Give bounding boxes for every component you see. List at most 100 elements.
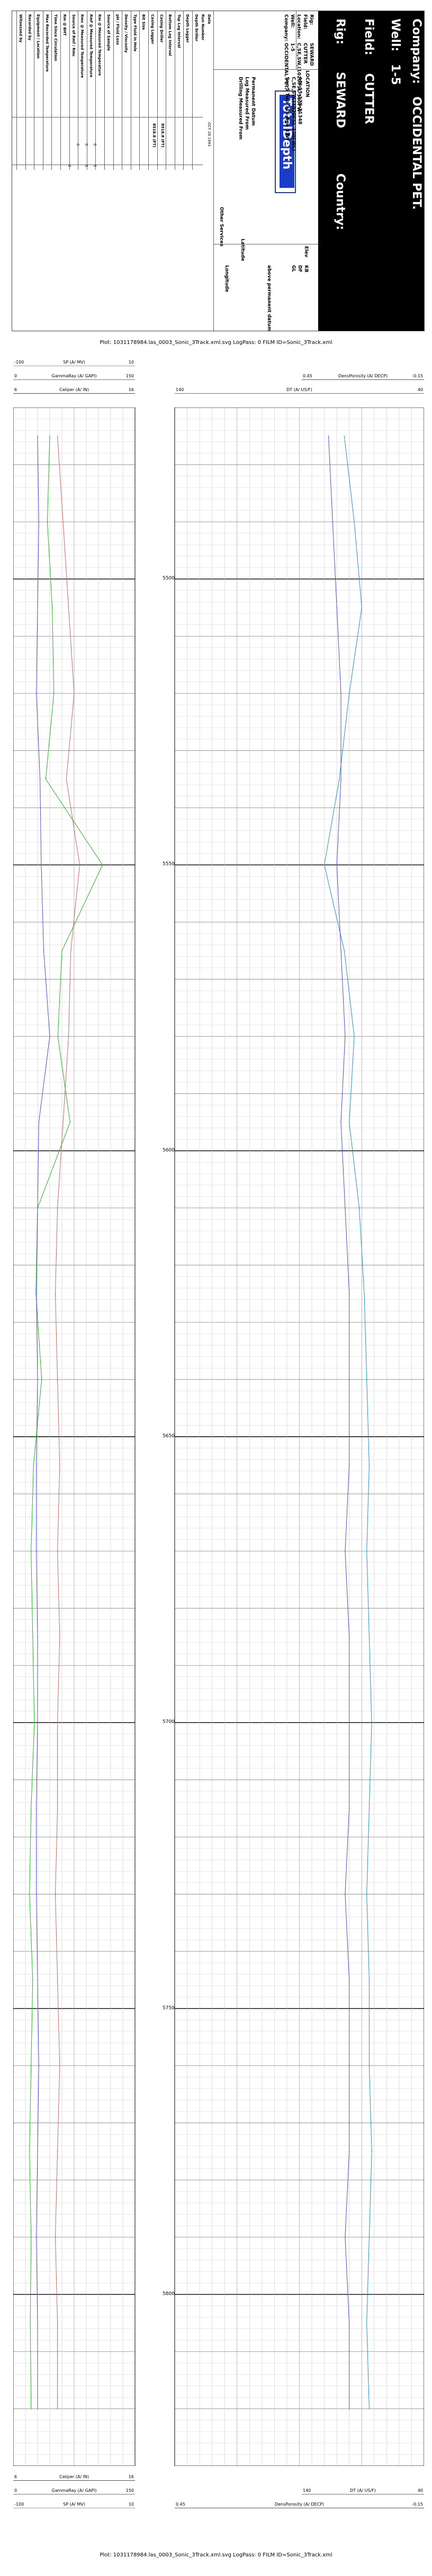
curve-point-caliper bbox=[37, 2323, 38, 2324]
curve-point-sp bbox=[79, 864, 80, 866]
scale-bar bbox=[13, 2480, 135, 2481]
scale-name: SP (A/ MV) bbox=[63, 360, 85, 365]
datum-label: Permanent Datum bbox=[250, 77, 256, 126]
well-value: 1-5 bbox=[389, 64, 402, 85]
curve-point-caliper bbox=[35, 2237, 37, 2238]
curve-point-sp bbox=[66, 778, 67, 780]
curve-point-densporosity bbox=[336, 864, 337, 866]
table-value: 8518.8 (FT) bbox=[152, 123, 156, 148]
scale-max: 150 bbox=[125, 374, 134, 378]
log-header: Company: OCCIDENTAL PET. Well: 1-5 Field… bbox=[12, 11, 425, 331]
curve-point-densporosity bbox=[348, 2323, 350, 2324]
scale-max: 10 bbox=[128, 360, 134, 365]
curve-point-caliper bbox=[37, 1722, 38, 1724]
summary-label: Rig: bbox=[309, 14, 314, 25]
curve-point-densporosity bbox=[340, 693, 341, 694]
scale-name: DT (A/ US/F) bbox=[350, 2488, 376, 2493]
curve-point-gammaray bbox=[69, 1121, 71, 1123]
location-title: LOCATION bbox=[304, 70, 310, 97]
curve-point-dt bbox=[368, 1465, 370, 1466]
table-row-rule bbox=[113, 11, 114, 170]
curve-point-densporosity bbox=[348, 1808, 350, 1809]
curve-point-sp bbox=[68, 1036, 69, 1037]
well-line: Well: 1-5 bbox=[389, 19, 402, 85]
depth-label: 5550 bbox=[163, 861, 175, 867]
curve-point-densporosity bbox=[348, 1293, 350, 1294]
location-title-text: LOCATION bbox=[304, 70, 310, 97]
curve-point-sp bbox=[55, 2237, 56, 2238]
scale-max: 40 bbox=[417, 387, 423, 392]
rig-label: Rig: bbox=[334, 19, 347, 45]
curve-densporosity bbox=[328, 436, 350, 2409]
table-row-rule bbox=[60, 11, 61, 170]
curve-point-densporosity bbox=[348, 1379, 350, 1380]
curve-point-dt bbox=[368, 1636, 370, 1637]
curve-point-caliper bbox=[37, 2408, 38, 2409]
curve-point-gammaray bbox=[51, 607, 53, 608]
date-label-text: Date bbox=[207, 14, 211, 24]
curve-point-densporosity bbox=[345, 1550, 346, 1552]
track-2-frame bbox=[174, 407, 424, 2466]
summary-label: Location: bbox=[296, 14, 301, 39]
elev-value: KB bbox=[303, 265, 309, 273]
elev-label-text: Elev bbox=[303, 246, 309, 258]
curve-point-caliper bbox=[37, 1979, 38, 1981]
curve-point-gammaray bbox=[30, 2323, 31, 2324]
company-line: Company: OCCIDENTAL PET. bbox=[410, 19, 423, 210]
elev-note: above permanent datum bbox=[266, 265, 272, 331]
curve-point-densporosity bbox=[345, 1036, 346, 1037]
curve-point-gammaray bbox=[33, 1465, 34, 1466]
curve-point-caliper bbox=[49, 1036, 50, 1037]
curve-point-sp bbox=[59, 1465, 60, 1466]
scale-max: 16 bbox=[128, 387, 134, 392]
table-row-rule bbox=[51, 11, 52, 170]
curve-gammaray bbox=[29, 436, 103, 2409]
table-row-rule bbox=[148, 11, 149, 170]
curve-point-dt bbox=[368, 1808, 370, 1809]
curve-point-sp bbox=[55, 1893, 56, 1895]
table-value-mark: 0 bbox=[84, 143, 88, 146]
curve-point-caliper bbox=[35, 1293, 37, 1294]
curve-point-dt bbox=[358, 1208, 360, 1209]
scale-min: 0 bbox=[14, 374, 17, 378]
scale-min: 6 bbox=[14, 387, 17, 392]
scale-bar bbox=[13, 393, 135, 394]
curve-point-dt bbox=[348, 693, 350, 694]
curve-point-densporosity bbox=[348, 2065, 350, 2066]
curve-point-gammaray bbox=[34, 1722, 35, 1724]
table-row-label: Bit Size bbox=[141, 14, 146, 30]
curve-point-gammaray bbox=[29, 2151, 30, 2152]
depth-label: 5600 bbox=[163, 1147, 175, 1153]
curve-point-densporosity bbox=[340, 950, 341, 951]
depth-label: 5700 bbox=[163, 1719, 175, 1725]
curve-point-dt bbox=[371, 2151, 372, 2152]
curve-point-sp bbox=[62, 1121, 64, 1123]
table-row-label: Source of Rmf / Rmc bbox=[71, 14, 76, 57]
table-row-rule bbox=[95, 11, 96, 170]
curve-point-gammaray bbox=[57, 1036, 59, 1037]
scale-max: 16 bbox=[128, 2474, 134, 2479]
curve-point-sp bbox=[55, 1293, 56, 1294]
scale-bar bbox=[302, 379, 424, 380]
curve-point-densporosity bbox=[348, 1636, 350, 1637]
scale-min: 140 bbox=[176, 387, 184, 392]
curve-point-gammaray bbox=[30, 2408, 32, 2409]
curve-point-sp bbox=[57, 1379, 58, 1380]
scale-min: 0 bbox=[14, 2488, 17, 2493]
scale-min: -100 bbox=[14, 2502, 24, 2507]
table-row-label: Depth Driller bbox=[194, 14, 199, 41]
table-value-mark: 0 bbox=[67, 165, 71, 167]
curve-point-gammaray bbox=[30, 1808, 32, 1809]
curve-point-sp bbox=[74, 693, 75, 694]
curve-point-caliper bbox=[35, 1893, 37, 1895]
table-row-label: Density / Viscosity bbox=[124, 14, 129, 53]
curve-dt bbox=[324, 436, 372, 2409]
table-row-label: Bottom Log Interval bbox=[168, 14, 173, 56]
curve-point-dt bbox=[368, 2237, 370, 2238]
table-row-rule bbox=[192, 11, 193, 170]
country-label: Country: bbox=[334, 173, 347, 230]
run-label-text: Run Number bbox=[201, 14, 205, 41]
curve-point-caliper bbox=[35, 693, 37, 694]
log-plot-svg bbox=[13, 407, 424, 2466]
table-row-rule bbox=[25, 11, 26, 170]
